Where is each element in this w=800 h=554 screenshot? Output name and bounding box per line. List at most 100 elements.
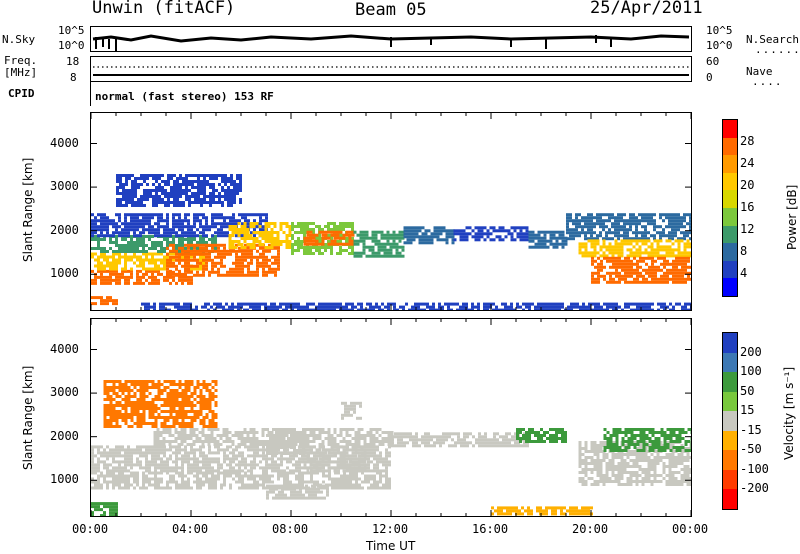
freq-tick-bottom: 8 <box>70 71 77 84</box>
power-region-6 <box>228 222 292 249</box>
freq-tick-top: 18 <box>66 55 80 68</box>
velocity-colorbar-tick-6: -100 <box>740 461 769 476</box>
velocity-colorbar-swatch-0 <box>723 333 737 353</box>
nave-dots: .... <box>752 75 783 88</box>
power-region-8 <box>303 230 355 246</box>
velocity-region-9 <box>516 428 567 443</box>
power-colorbar-tick-6: 4 <box>740 266 748 280</box>
power-colorbar-swatch-0 <box>723 120 737 138</box>
velocity-region-3 <box>391 432 529 448</box>
nsearch-label: N.Search <box>746 33 799 46</box>
x-tick-label-2: 08:00 <box>272 522 309 536</box>
freq-label-1: Freq. <box>4 54 38 67</box>
nsky-tick-top: 10^5 <box>58 24 85 37</box>
velocity-region-7 <box>341 401 362 420</box>
power-colorbar-tick-5: 8 <box>740 244 748 258</box>
power-region-0 <box>91 296 118 306</box>
x-tick-label-4: 16:00 <box>472 522 509 536</box>
power-ytick-label-0: 4000 <box>50 135 79 150</box>
nsearch-tick-bottom: 10^0 <box>706 39 733 52</box>
power-colorbar-swatch-6 <box>723 225 737 244</box>
x-tick-label-1: 04:00 <box>172 522 209 536</box>
nsky-tick-bottom: 10^0 <box>58 39 85 52</box>
freq-panel <box>90 56 692 82</box>
nsky-panel <box>90 26 692 52</box>
velocity-colorbar-tick-1: 100 <box>740 364 762 379</box>
power-region-13 <box>116 174 242 207</box>
x-tick-label-5: 20:00 <box>572 522 609 536</box>
velocity-ylabel: Slant Range [km] <box>21 365 35 470</box>
nsky-label: N.Sky <box>2 33 36 46</box>
velocity-heatmap <box>91 319 691 516</box>
velocity-region-8 <box>491 506 593 516</box>
velocity-colorbar-swatch-4 <box>723 411 737 431</box>
velocity-colorbar-tick-4: -15 <box>740 422 762 437</box>
velocity-colorbar-label: Velocity [m s⁻¹] <box>782 366 796 460</box>
power-heatmap <box>91 113 691 310</box>
velocity-ytick-label-2: 2000 <box>50 428 79 443</box>
power-region-5 <box>166 243 280 277</box>
beam-title: Beam 05 <box>355 0 427 20</box>
nsky-trace <box>92 34 690 51</box>
velocity-colorbar-tick-7: -200 <box>740 481 769 496</box>
velocity-colorbar <box>722 332 738 510</box>
velocity-colorbar-swatch-2 <box>723 372 737 392</box>
velocity-colorbar-swatch-1 <box>723 352 737 373</box>
x-tick-label-3: 12:00 <box>372 522 409 536</box>
x-tick-label-0: 00:00 <box>72 522 109 536</box>
velocity-region-13 <box>91 502 118 516</box>
velocity-ytick-label-1: 3000 <box>50 385 79 400</box>
velocity-ytick-label-0: 4000 <box>50 341 79 356</box>
velocity-ytick-label-3: 1000 <box>50 472 79 487</box>
power-colorbar-tick-4: 12 <box>740 222 755 236</box>
velocity-colorbar-tick-2: 50 <box>740 383 755 398</box>
power-colorbar-tick-2: 20 <box>740 178 755 192</box>
nsearch-dots: ....... <box>755 43 800 56</box>
power-colorbar-swatch-4 <box>723 190 737 208</box>
power-region-2 <box>91 252 205 271</box>
power-region-12 <box>528 230 568 249</box>
power-colorbar-swatch-9 <box>723 278 737 296</box>
velocity-region-6 <box>266 484 329 500</box>
cpid-text: normal (fast stereo) 153 RF <box>95 90 274 103</box>
x-tick-label-6: 00:00 <box>672 522 709 536</box>
power-heatmap-panel <box>90 112 692 311</box>
velocity-colorbar-tick-0: 200 <box>740 344 762 359</box>
velocity-colorbar-tick-3: 15 <box>740 403 755 418</box>
power-region-1 <box>91 269 193 285</box>
velocity-region-0 <box>91 471 391 490</box>
power-colorbar-tick-1: 24 <box>740 156 755 170</box>
velocity-region-1 <box>91 445 391 473</box>
velocity-colorbar-swatch-3 <box>723 391 737 412</box>
power-colorbar-swatch-8 <box>723 260 737 279</box>
velocity-colorbar-swatch-6 <box>723 450 737 470</box>
cpid-label: CPID <box>8 87 35 100</box>
power-colorbar <box>722 119 738 297</box>
power-colorbar-swatch-7 <box>723 243 737 261</box>
power-colorbar-swatch-5 <box>723 207 737 226</box>
power-region-14 <box>566 213 691 241</box>
power-colorbar-swatch-1 <box>723 137 737 156</box>
freq-label-2: [MHz] <box>4 66 38 79</box>
power-region-16 <box>591 256 691 284</box>
power-region-10 <box>403 226 455 245</box>
power-colorbar-swatch-2 <box>723 155 737 173</box>
velocity-colorbar-swatch-8 <box>723 489 737 509</box>
velocity-colorbar-swatch-5 <box>723 430 737 451</box>
power-region-9 <box>353 230 405 258</box>
power-colorbar-swatch-3 <box>723 172 737 191</box>
power-colorbar-tick-3: 16 <box>740 200 755 214</box>
power-ytick-label-3: 1000 <box>50 266 79 281</box>
power-ylabel: Slant Range [km] <box>21 157 35 262</box>
x-axis-label: Time UT <box>366 539 416 553</box>
power-ytick-label-1: 3000 <box>50 179 79 194</box>
velocity-region-11 <box>603 428 691 452</box>
nave-tick-bottom: 0 <box>706 71 713 84</box>
date-title: 25/Apr/2011 <box>590 0 703 18</box>
freq-trace <box>93 66 689 76</box>
cpid-panel: normal (fast stereo) 153 RF <box>90 82 691 106</box>
nsearch-tick-top: 10^5 <box>706 24 733 37</box>
power-region-15 <box>578 239 691 258</box>
velocity-region-12 <box>103 380 218 428</box>
velocity-heatmap-panel <box>90 318 692 517</box>
